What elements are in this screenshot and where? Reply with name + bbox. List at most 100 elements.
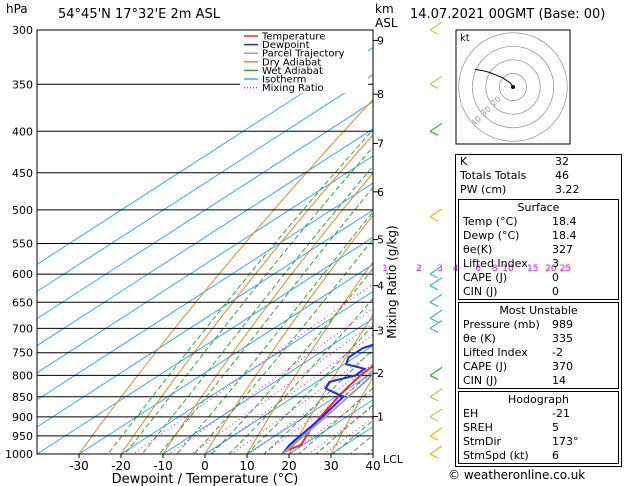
x-tick-label: 30 — [323, 459, 338, 473]
index-label: θe(K) — [463, 243, 493, 256]
mixing-ratio-line — [262, 373, 373, 454]
hodograph-ring — [485, 59, 541, 115]
index-value: 327 — [552, 243, 573, 256]
hodograph-ring — [458, 32, 568, 142]
pressure-tick-label: 900 — [12, 411, 33, 424]
legend-entry: Dewpoint — [262, 40, 310, 51]
mixing-ratio-label: 20 — [545, 264, 557, 274]
index-row: StmDir 173° — [459, 435, 618, 449]
unstable-section: Most Unstable Pressure (mb) 989 θe (K) 335 L… — [458, 302, 619, 389]
index-row: CIN (J) 0 — [459, 285, 618, 299]
wind-barb-flag — [429, 416, 439, 422]
isotherm-line — [37, 101, 373, 320]
x-tick-label: 20 — [281, 459, 296, 473]
isotherm-line — [78, 263, 373, 454]
legend-entry: Temperature — [261, 32, 325, 43]
index-label: Pressure (mb) — [463, 318, 540, 331]
index-value: -2 — [552, 346, 563, 359]
mixing-ratio-line — [190, 322, 373, 454]
isotherm-line — [37, 74, 373, 293]
hodograph-section: Hodograph EH -21 SREH 5 StmDir 173° StmSpd (kt… — [458, 391, 619, 464]
index-value: 3.22 — [555, 183, 580, 196]
index-row: Temp (°C) 18.4 — [459, 215, 618, 229]
surface-section: Surface Temp (°C) 18.4 Dewp (°C) 18.4 θe(K) 3… — [458, 199, 619, 300]
mixing-ratio-axis-label: Mixing Ratio (g/kg) — [385, 225, 399, 338]
pressure-tick-label: 1000 — [5, 448, 33, 461]
pressure-tick-label: 650 — [12, 296, 33, 309]
index-label: CIN (J) — [463, 285, 498, 298]
index-label: K — [460, 155, 468, 168]
legend-entry: Dry Adiabat — [262, 57, 321, 68]
indices-panel: K 32 Totals Totals 46 PW (cm) 3.22 Surface Te… — [455, 154, 622, 467]
km-tick-label: 3 — [377, 324, 384, 337]
index-row: PW (cm) 3.22 — [456, 183, 621, 197]
units-asl: ASL — [375, 16, 398, 30]
index-label: StmSpd (kt) — [463, 449, 529, 462]
km-tick-label: 6 — [377, 186, 384, 199]
index-value: 0 — [552, 271, 559, 284]
index-row: θe(K) 327 — [459, 243, 618, 257]
wet-adiabat-line — [297, 387, 373, 454]
wind-barb — [429, 309, 443, 319]
pressure-tick-label: 700 — [12, 322, 33, 335]
wind-barb — [429, 388, 443, 398]
mixing-ratio-label: 25 — [560, 264, 571, 274]
dry-adiabat-line — [330, 376, 373, 454]
mixing-ratio-label: 15 — [527, 264, 538, 274]
legend-entry: Parcel Trajectory — [262, 49, 345, 60]
index-row: K 32 — [456, 155, 621, 169]
index-label: CIN (J) — [463, 374, 498, 387]
units-hpa: hPa — [6, 2, 28, 16]
dewpoint-profile — [281, 343, 373, 454]
index-row: Totals Totals 46 — [456, 169, 621, 183]
plot-area — [37, 30, 373, 454]
index-value: 46 — [555, 169, 569, 182]
isotherm-line — [246, 372, 373, 454]
hodograph-ring — [471, 45, 555, 129]
pressure-tick-label: 450 — [12, 167, 33, 180]
pressure-tick-label: 750 — [12, 347, 33, 360]
units-km: km — [375, 2, 394, 16]
wind-barb — [429, 75, 443, 85]
hodograph-ring — [499, 73, 527, 101]
wind-barb — [429, 408, 443, 418]
index-value: 173° — [552, 435, 579, 448]
wind-barb-flag — [429, 285, 439, 291]
mixing-ratio-label: 2 — [416, 264, 422, 274]
mixing-ratio-label: 3 — [437, 264, 443, 274]
index-row: Dewp (°C) 18.4 — [459, 229, 618, 243]
isotherm-line — [37, 182, 373, 401]
wind-barb-flag — [429, 317, 439, 323]
wind-barb-flag — [429, 374, 439, 380]
index-label: θe (K) — [463, 332, 496, 345]
isotherm-line — [37, 46, 373, 265]
wind-barb — [429, 277, 443, 287]
legend-entry: Isotherm — [262, 75, 306, 86]
index-row: Lifted Index 3 — [459, 257, 618, 271]
index-row: StmSpd (kt) 6 — [459, 449, 618, 463]
km-tick-label: 4 — [377, 280, 384, 293]
x-tick-label: 0 — [201, 459, 209, 473]
mixing-ratio-line — [168, 307, 373, 454]
x-tick-label: -20 — [111, 459, 131, 473]
surface-title: Surface — [517, 201, 560, 214]
wind-barb — [429, 21, 443, 31]
indices-top: K 32 Totals Totals 46 PW (cm) 3.22 — [456, 155, 621, 197]
x-tick-label: -10 — [153, 459, 173, 473]
x-axis-label: Dewpoint / Temperature (°C) — [112, 472, 299, 486]
isotherm-line — [37, 155, 373, 374]
index-label: Lifted Index — [463, 257, 528, 270]
wind-barb-flag — [429, 83, 439, 89]
wind-barb-flag — [429, 435, 439, 441]
wind-barb — [429, 445, 443, 455]
x-tick-label: 10 — [239, 459, 254, 473]
km-tick-label: 9 — [377, 34, 384, 47]
datetime-title: 14.07.2021 00GMT (Base: 00) — [410, 7, 606, 22]
index-row: Pressure (mb) 989 — [459, 318, 618, 332]
mixing-ratio-line — [230, 350, 373, 454]
wet-adiabat-line — [193, 238, 373, 454]
wet-adiabat-line — [228, 297, 373, 454]
index-label: CAPE (J) — [463, 271, 508, 284]
legend-background — [240, 31, 368, 93]
